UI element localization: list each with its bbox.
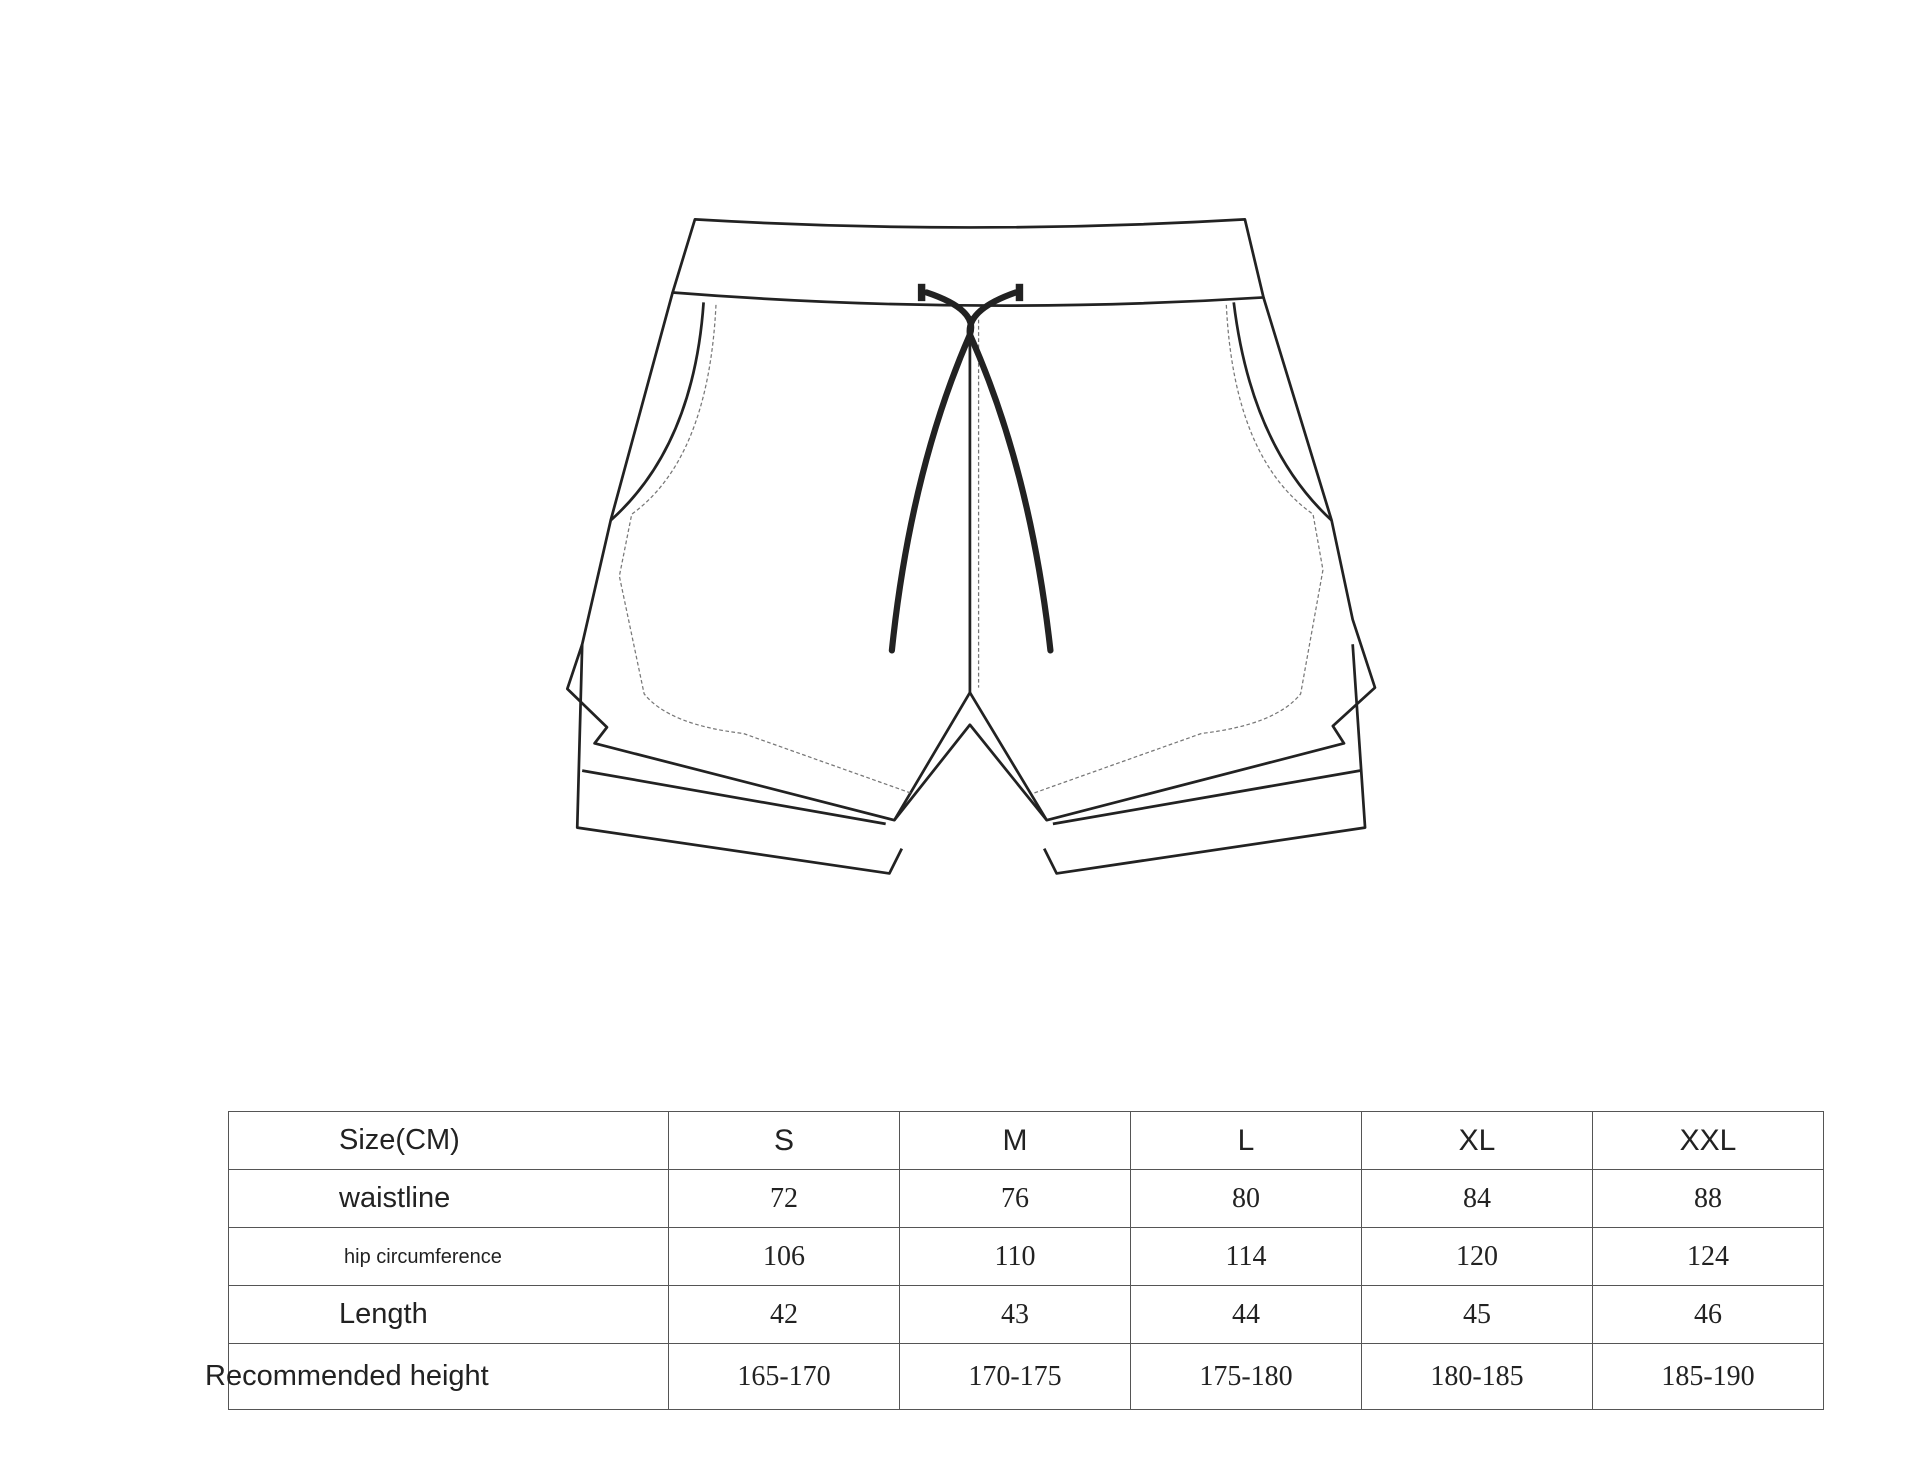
cell: 42 xyxy=(668,1285,900,1344)
cell: 76 xyxy=(899,1169,1131,1228)
row-label-text: Recommended height xyxy=(205,1360,489,1392)
cell: 88 xyxy=(1592,1169,1824,1228)
header-size: XXL xyxy=(1592,1111,1824,1170)
cell: 106 xyxy=(668,1227,900,1286)
cell: 72 xyxy=(668,1169,900,1228)
cell: 80 xyxy=(1130,1169,1362,1228)
drawstring xyxy=(888,289,1054,654)
row-label: Recommended height xyxy=(205,1343,669,1410)
header-size-label: Size(CM) xyxy=(228,1111,669,1170)
size-chart-table: Size(CM) S M L XL XXL waistline 72 76 80… xyxy=(205,1111,1824,1410)
cell: 165-170 xyxy=(668,1343,900,1410)
cell: 180-185 xyxy=(1361,1343,1593,1410)
header-size: L xyxy=(1130,1111,1362,1170)
waistband xyxy=(671,218,1265,307)
cell: 124 xyxy=(1592,1227,1824,1286)
header-size: S xyxy=(668,1111,900,1170)
cell: 43 xyxy=(899,1285,1131,1344)
liner-hem-left xyxy=(581,769,886,826)
row-label: hip circumference xyxy=(228,1227,669,1286)
pocket-right xyxy=(1232,302,1333,522)
liner-right xyxy=(1043,644,1367,875)
cell: 120 xyxy=(1361,1227,1593,1286)
front-seam xyxy=(893,316,1048,822)
cell: 84 xyxy=(1361,1169,1593,1228)
liner-hem-right xyxy=(1052,769,1361,826)
shorts-outer-right xyxy=(968,297,1377,822)
cell: 170-175 xyxy=(899,1343,1131,1410)
pocket-left xyxy=(609,302,705,522)
cell: 110 xyxy=(899,1227,1131,1286)
cell: 46 xyxy=(1592,1285,1824,1344)
cell: 44 xyxy=(1130,1285,1362,1344)
cell: 45 xyxy=(1361,1285,1593,1344)
header-size: M xyxy=(899,1111,1131,1170)
cell: 185-190 xyxy=(1592,1343,1824,1410)
cell: 114 xyxy=(1130,1227,1362,1286)
row-label: Length xyxy=(228,1285,669,1344)
table-row: Recommended height 165-170 170-175 175-1… xyxy=(205,1343,1824,1410)
liner-left xyxy=(575,644,903,875)
cell: 175-180 xyxy=(1130,1343,1362,1410)
shorts-outer-left xyxy=(565,292,972,822)
table-row: Length 42 43 44 45 46 xyxy=(228,1285,1824,1344)
header-size: XL xyxy=(1361,1111,1593,1170)
table-row: hip circumference 106 110 114 120 124 xyxy=(228,1227,1824,1286)
row-label: waistline xyxy=(228,1169,669,1228)
table-row: waistline 72 76 80 84 88 xyxy=(228,1169,1824,1228)
